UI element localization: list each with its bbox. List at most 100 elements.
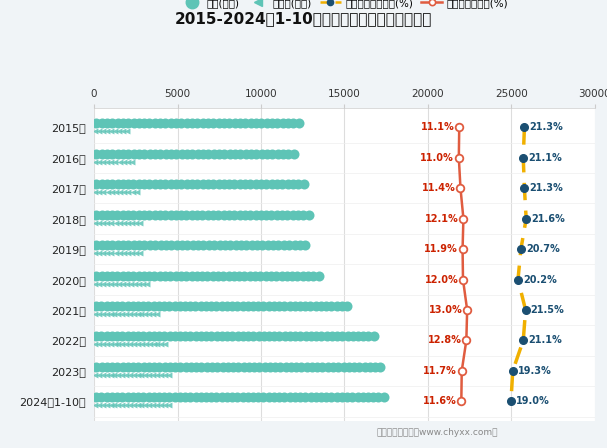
Point (209, 120, 219, 127)
Point (134, 241, 144, 249)
Point (317, 363, 327, 370)
Point (376, 363, 385, 370)
Point (332, 394, 342, 401)
Point (331, 302, 341, 310)
Point (198, 120, 208, 127)
Point (203, 181, 212, 188)
Point (171, 181, 181, 188)
Point (139, 181, 149, 188)
Point (246, 181, 256, 188)
Point (220, 241, 229, 249)
Point (98, 310, 107, 318)
Point (129, 371, 138, 379)
Point (144, 333, 154, 340)
Point (369, 333, 379, 340)
Point (152, 371, 162, 379)
Point (236, 241, 246, 249)
Point (242, 241, 251, 249)
Point (118, 272, 127, 279)
Point (266, 272, 276, 279)
Point (228, 363, 238, 370)
Point (206, 302, 216, 310)
Point (225, 181, 234, 188)
Text: 21.1%: 21.1% (528, 153, 562, 163)
Point (170, 394, 180, 401)
Point (265, 363, 275, 370)
Point (160, 211, 170, 218)
Point (115, 250, 124, 257)
Point (208, 181, 218, 188)
Point (261, 211, 271, 218)
Point (113, 150, 123, 157)
Point (223, 363, 232, 370)
Point (97, 211, 106, 218)
Point (118, 280, 128, 287)
Point (152, 402, 162, 409)
Point (90, 250, 100, 257)
Point (113, 120, 123, 127)
Point (124, 241, 134, 249)
Point (92, 181, 101, 188)
Point (177, 181, 186, 188)
Point (307, 363, 317, 370)
Point (144, 371, 154, 379)
Point (222, 302, 232, 310)
Point (208, 272, 217, 279)
Point (149, 333, 158, 340)
Text: 11.6%: 11.6% (423, 396, 456, 406)
Point (98, 250, 108, 257)
Point (114, 128, 124, 135)
Point (286, 363, 296, 370)
Point (217, 333, 227, 340)
Point (102, 302, 112, 310)
Point (230, 120, 240, 127)
Point (183, 241, 192, 249)
Point (181, 272, 191, 279)
Point (149, 302, 158, 310)
Point (219, 150, 229, 157)
Point (137, 341, 147, 348)
Point (232, 394, 242, 401)
Point (246, 120, 256, 127)
Point (379, 394, 388, 401)
Point (122, 280, 132, 287)
Point (214, 150, 224, 157)
Point (134, 181, 144, 188)
Point (314, 272, 324, 279)
Point (175, 394, 185, 401)
Point (251, 181, 260, 188)
Point (129, 341, 139, 348)
Point (214, 211, 223, 218)
Point (316, 394, 326, 401)
Point (337, 333, 347, 340)
Point (231, 241, 240, 249)
Point (127, 219, 137, 226)
Point (368, 394, 378, 401)
Point (102, 402, 112, 409)
Point (202, 363, 212, 370)
Point (274, 394, 284, 401)
Point (207, 363, 217, 370)
Point (138, 333, 148, 340)
Point (107, 241, 117, 249)
Point (253, 302, 263, 310)
Point (180, 302, 190, 310)
Point (254, 333, 263, 340)
Point (128, 394, 138, 401)
Point (160, 333, 169, 340)
Point (102, 333, 112, 340)
Point (150, 120, 160, 127)
Point (219, 211, 228, 218)
Point (129, 310, 138, 318)
Point (161, 241, 171, 249)
Point (140, 150, 149, 157)
Point (300, 394, 310, 401)
Point (171, 363, 180, 370)
Point (196, 394, 206, 401)
Text: 21.6%: 21.6% (531, 214, 565, 224)
Point (186, 394, 195, 401)
Point (197, 272, 207, 279)
Point (274, 333, 284, 340)
Point (134, 272, 143, 279)
Point (251, 150, 261, 157)
